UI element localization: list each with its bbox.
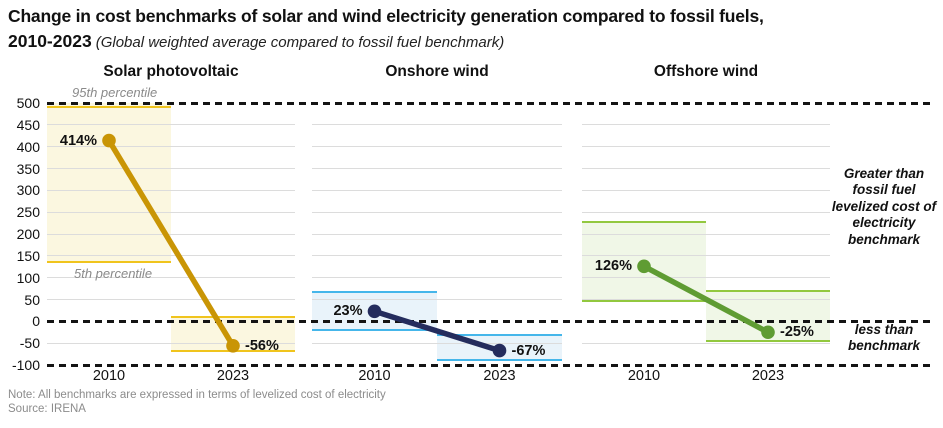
y-gridline	[582, 124, 830, 126]
percentile-band-top-line	[437, 334, 562, 337]
data-point-value-label: -25%	[780, 324, 814, 341]
chart-title-years: 2010-2023	[8, 31, 92, 51]
percentile-band-bottom-line	[582, 299, 706, 302]
y-gridline	[582, 146, 830, 148]
y-gridline	[312, 189, 562, 191]
y-axis-tick-label: 450	[16, 116, 40, 133]
y-gridline	[47, 255, 295, 257]
y-axis-tick-label: -100	[11, 357, 40, 373]
y-gridline	[312, 277, 562, 279]
x-axis-tick-label: 2010	[358, 368, 391, 384]
data-point-value-label: 126%	[594, 258, 632, 275]
data-point-value-label: -56%	[245, 337, 279, 354]
x-axis-tick-label: 2023	[751, 368, 785, 384]
y-gridline	[582, 255, 830, 257]
y-gridline	[582, 189, 830, 191]
y-gridline	[312, 124, 562, 126]
percentile-band-top-line	[171, 316, 295, 319]
y-gridline	[582, 211, 830, 213]
y-axis-tick-label: 250	[16, 204, 40, 221]
y-gridline	[47, 211, 295, 213]
y-axis-tick-label: 150	[16, 247, 40, 264]
y-axis-tick-label: 0	[32, 313, 40, 330]
chart-title-row2: 2010-2023 (Global weighted average compar…	[8, 31, 504, 52]
percentile-band-top-line	[47, 105, 171, 108]
y-axis-tick-label: 100	[16, 269, 40, 286]
note-text: Note: All benchmarks are expressed in te…	[8, 389, 386, 401]
annotation-less-than-benchmark: less than benchmark	[847, 322, 921, 354]
y-gridline	[312, 211, 562, 213]
percentile-band	[47, 103, 171, 264]
y-axis-tick-label: 500	[16, 95, 40, 111]
data-point-value-label: 414%	[59, 132, 97, 149]
y-gridline	[312, 168, 562, 169]
y-axis-tick-label: 400	[16, 138, 40, 155]
source-text: Source: IRENA	[8, 403, 86, 415]
y-gridline	[47, 189, 295, 191]
y-gridline	[582, 342, 830, 344]
reference-dashed-line	[47, 363, 932, 367]
y-gridline	[312, 233, 562, 235]
x-axis-tick-label: 2010	[627, 368, 661, 384]
y-gridline	[312, 299, 562, 300]
y-gridline	[47, 168, 295, 169]
y-gridline	[582, 233, 830, 235]
reference-dashed-line	[47, 101, 932, 105]
y-gridline	[582, 277, 830, 279]
label-95th-percentile: 95th percentile	[72, 85, 158, 100]
percentile-band-bottom-line	[312, 328, 437, 331]
y-axis-tick-label: 350	[16, 160, 40, 177]
chart-title: Change in cost benchmarks of solar and w…	[8, 6, 764, 26]
x-axis-tick-label: 2023	[216, 368, 250, 384]
panel-title: Onshore wind	[385, 63, 489, 80]
y-gridline	[312, 255, 562, 257]
panel-title: Offshore wind	[653, 63, 759, 80]
y-axis-tick-label: 50	[24, 291, 40, 308]
panel-title: Solar photovoltaic	[103, 63, 239, 80]
y-gridline	[582, 168, 830, 169]
label-5th-percentile: 5th percentile	[74, 266, 153, 281]
y-gridline	[47, 233, 295, 235]
x-axis-tick-label: 2023	[483, 368, 516, 384]
percentile-band-top-line	[582, 220, 706, 223]
percentile-band-bottom-line	[437, 358, 562, 361]
y-gridline	[47, 299, 295, 300]
y-axis-tick-label: -50	[19, 335, 40, 352]
data-point-value-label: 23%	[333, 303, 363, 320]
percentile-band-top-line	[706, 289, 830, 292]
percentile-band-top-line	[312, 290, 437, 293]
y-gridline	[312, 146, 562, 148]
data-point-value-label: -67%	[511, 342, 546, 359]
y-axis-tick-label: 300	[16, 182, 40, 199]
annotation-greater-than-benchmark: Greater than fossil fuel levelized cost …	[831, 166, 937, 247]
reference-dashed-line	[47, 319, 932, 323]
percentile-band-bottom-line	[706, 339, 830, 342]
y-axis-tick-label: 200	[16, 226, 40, 242]
percentile-band-bottom-line	[47, 261, 171, 264]
chart-subtitle: (Global weighted average compared to fos…	[95, 34, 505, 51]
percentile-band	[312, 290, 437, 331]
x-axis-tick-label: 2010	[92, 368, 126, 384]
y-gridline	[47, 124, 295, 126]
